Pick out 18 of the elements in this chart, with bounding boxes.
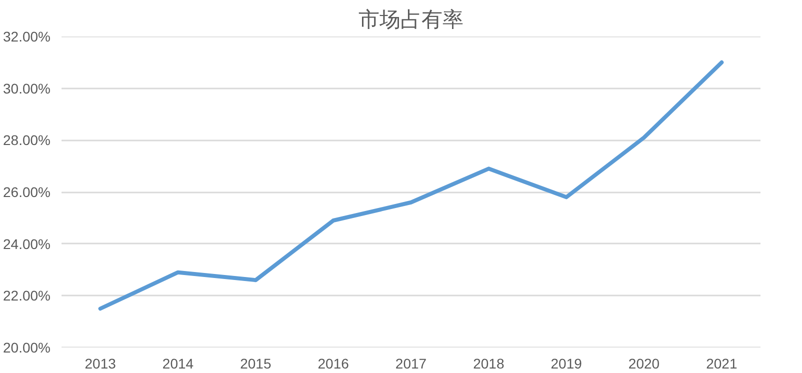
x-tick-label: 2016: [318, 356, 350, 372]
y-tick-label: 28.00%: [3, 132, 50, 148]
x-tick-label: 2020: [628, 356, 660, 372]
y-tick-label: 24.00%: [3, 236, 50, 252]
y-tick-label: 26.00%: [3, 184, 50, 200]
y-tick-label: 32.00%: [3, 28, 50, 44]
x-tick-label: 2019: [550, 356, 582, 372]
y-tick-label: 30.00%: [3, 80, 50, 96]
x-tick-label: 2014: [162, 356, 194, 372]
x-tick-label: 2017: [395, 356, 427, 372]
line-series: [98, 60, 724, 311]
y-tick-label: 22.00%: [3, 288, 50, 304]
chart-title: 市场占有率: [358, 8, 464, 32]
x-tick-label: 2021: [706, 356, 738, 372]
x-tick-label: 2015: [240, 356, 272, 372]
y-tick-label: 20.00%: [3, 340, 50, 356]
x-tick-label: 2018: [473, 356, 504, 372]
x-tick-label: 2013: [84, 356, 116, 372]
